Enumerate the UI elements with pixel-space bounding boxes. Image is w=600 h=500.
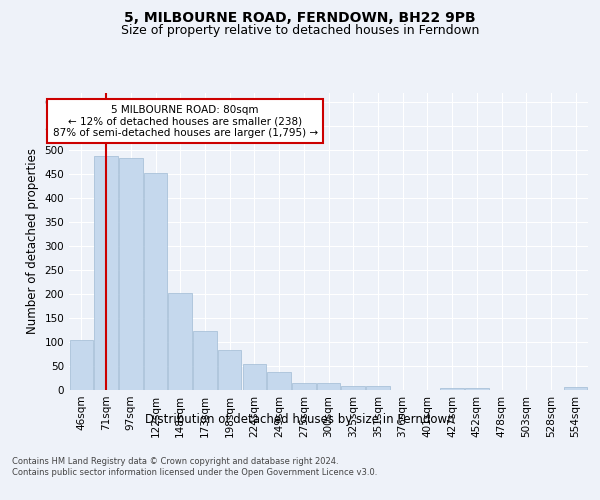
Bar xyxy=(94,156,118,390)
Bar xyxy=(144,173,167,390)
Bar xyxy=(564,387,587,390)
Bar xyxy=(218,350,241,390)
Bar xyxy=(440,388,464,390)
Bar xyxy=(242,364,266,390)
Y-axis label: Number of detached properties: Number of detached properties xyxy=(26,148,39,334)
Bar xyxy=(292,383,316,390)
Bar xyxy=(268,372,291,390)
Text: 5 MILBOURNE ROAD: 80sqm
← 12% of detached houses are smaller (238)
87% of semi-d: 5 MILBOURNE ROAD: 80sqm ← 12% of detache… xyxy=(53,104,318,138)
Bar xyxy=(341,386,365,390)
Bar xyxy=(317,383,340,390)
Text: Size of property relative to detached houses in Ferndown: Size of property relative to detached ho… xyxy=(121,24,479,37)
Bar xyxy=(193,332,217,390)
Bar xyxy=(119,158,143,390)
Bar xyxy=(169,292,192,390)
Bar xyxy=(465,388,488,390)
Bar xyxy=(70,340,93,390)
Bar xyxy=(366,386,389,390)
Text: 5, MILBOURNE ROAD, FERNDOWN, BH22 9PB: 5, MILBOURNE ROAD, FERNDOWN, BH22 9PB xyxy=(124,11,476,25)
Text: Distribution of detached houses by size in Ferndown: Distribution of detached houses by size … xyxy=(145,412,455,426)
Text: Contains HM Land Registry data © Crown copyright and database right 2024.
Contai: Contains HM Land Registry data © Crown c… xyxy=(12,458,377,477)
